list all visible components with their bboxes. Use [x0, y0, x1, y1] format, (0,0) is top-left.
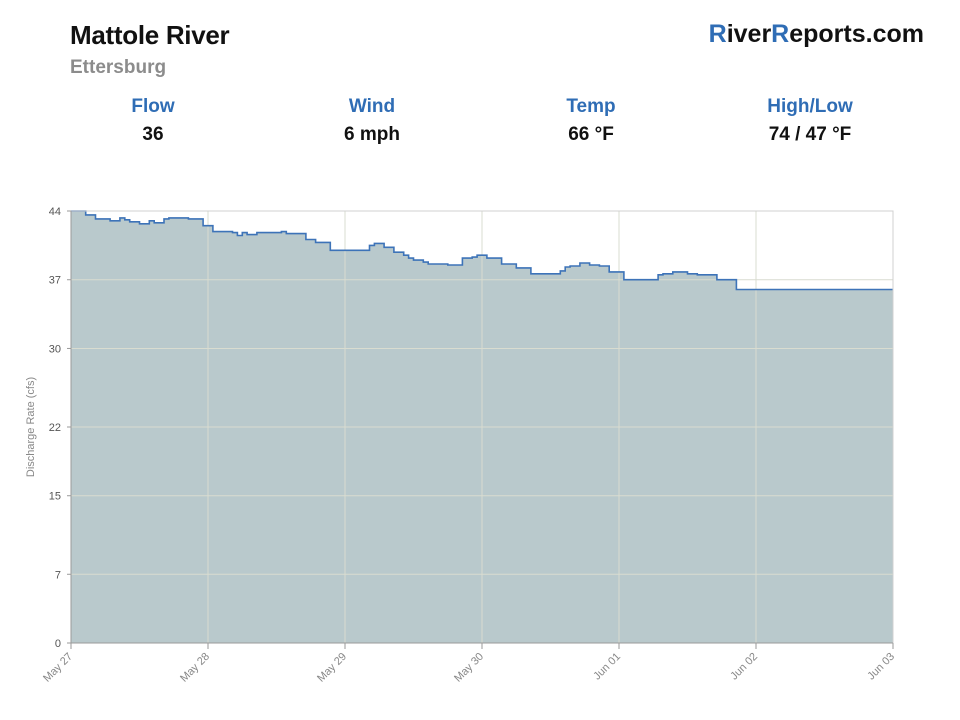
stat-value: 74 / 47 °F — [768, 124, 852, 145]
y-tick-label: 37 — [49, 275, 61, 287]
y-tick-label: 30 — [49, 343, 61, 355]
y-tick-label: 44 — [49, 206, 61, 218]
stat-label: Flow — [131, 96, 175, 117]
stats-bar: Flow 36 Wind 6 mph Temp 66 °F High/Low 7… — [0, 96, 960, 156]
river-name: Mattole River — [70, 20, 230, 50]
stat-value: 36 — [142, 124, 164, 145]
site-logo[interactable]: RiverReports.com — [709, 20, 924, 49]
x-tick-label: May 29 — [315, 651, 349, 685]
y-tick-label: 0 — [55, 638, 61, 650]
x-tick-label: May 28 — [178, 651, 212, 685]
stat-value: 6 mph — [344, 124, 400, 145]
stat-value: 66 °F — [568, 124, 614, 145]
y-tick-label: 15 — [49, 491, 61, 503]
logo-text-1: iver — [726, 20, 772, 48]
x-tick-label: Jun 03 — [865, 651, 897, 683]
discharge-line — [71, 210, 893, 291]
river-header: Mattole River Ettersburg — [70, 20, 230, 79]
stat-label: Temp — [566, 96, 616, 117]
logo-letter-r2: R — [771, 20, 790, 48]
y-tick-label: 7 — [55, 569, 61, 581]
stat-temp: Temp 66 °F — [501, 96, 681, 146]
stat-high-low: High/Low 74 / 47 °F — [720, 96, 900, 146]
x-tick-label: Jun 02 — [728, 651, 760, 683]
logo-letter-r1: R — [708, 20, 727, 48]
stat-wind: Wind 6 mph — [282, 96, 462, 146]
y-tick-label: 22 — [49, 422, 61, 434]
x-tick-label: May 30 — [452, 651, 486, 685]
y-axis-label: Discharge Rate (cfs) — [25, 377, 37, 477]
location-name: Ettersburg — [70, 57, 167, 78]
stat-label: High/Low — [767, 96, 853, 117]
logo-text-2: eports.com — [789, 20, 924, 48]
x-tick-label: May 27 — [41, 651, 75, 685]
stat-label: Wind — [348, 96, 396, 117]
stat-flow: Flow 36 — [63, 96, 243, 146]
x-tick-label: Jun 01 — [591, 651, 623, 683]
